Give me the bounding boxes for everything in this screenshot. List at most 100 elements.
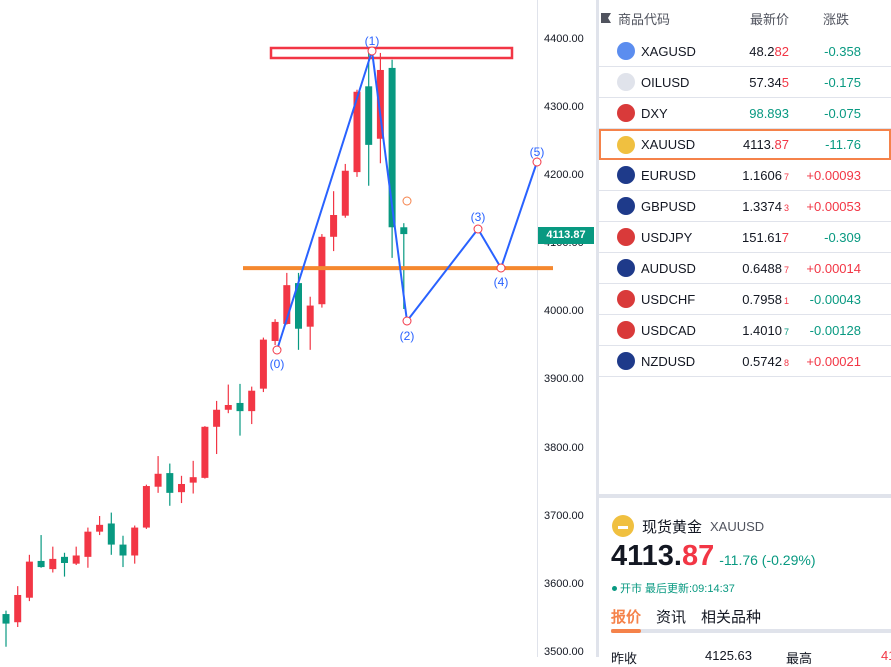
candle-body — [400, 227, 407, 234]
eu-flag-icon — [617, 166, 635, 184]
gold-icon: ▬ — [612, 515, 634, 537]
candle-body — [318, 237, 325, 304]
price-main: 1.1606 — [742, 168, 782, 183]
price-main: 57.34 — [749, 75, 782, 90]
ch-flag-icon — [617, 290, 635, 308]
watchlist-row-xauusd[interactable]: XAUUSD 4113.87 -11.76 — [599, 129, 891, 160]
row-symbol: USDJPY — [641, 230, 711, 245]
price-main: 48.2 — [749, 44, 774, 59]
flag-icon[interactable] — [601, 13, 611, 23]
tab-quote[interactable]: 报价 — [611, 606, 641, 627]
wave-point — [403, 317, 411, 325]
silver-icon — [617, 42, 635, 60]
watchlist-row-dxy[interactable]: DXY 98.893 -0.075 — [599, 98, 891, 129]
y-tick-label: 3600.00 — [544, 578, 584, 590]
row-change: -0.075 — [824, 106, 861, 121]
row-symbol: AUDUSD — [641, 261, 711, 276]
row-symbol: OILUSD — [641, 75, 711, 90]
watchlist-row-usdjpy[interactable]: USDJPY 151.617 -0.309 — [599, 222, 891, 253]
wave-point — [533, 158, 541, 166]
header-price[interactable]: 最新价 — [750, 9, 789, 28]
detail-price-main: 4113. — [611, 540, 682, 573]
resistance-box — [271, 48, 512, 58]
price-tail: 7 — [784, 265, 789, 275]
marker-point — [403, 197, 411, 205]
row-change: +0.00053 — [806, 199, 861, 214]
candle-body — [201, 427, 208, 478]
candle-body — [108, 523, 115, 544]
wave-point — [497, 264, 505, 272]
y-tick-label: 4200.00 — [544, 169, 584, 181]
watchlist-header: 商品代码 最新价 涨跌 — [599, 0, 891, 36]
candlestick-chart[interactable]: (0)(1)(2)(3)(4)(5) — [0, 0, 596, 657]
row-price: 4113.87 — [743, 137, 789, 152]
candle-body — [120, 545, 127, 556]
candle-body — [307, 306, 314, 327]
candle-body — [3, 614, 10, 624]
row-symbol: XAGUSD — [641, 44, 711, 59]
wave-point — [474, 225, 482, 233]
ca-flag-icon — [617, 321, 635, 339]
header-change[interactable]: 涨跌 — [811, 9, 861, 28]
prev-close-label: 昨收 — [611, 651, 637, 666]
detail-price-tail: 87 — [682, 540, 714, 573]
row-change: -0.358 — [824, 44, 861, 59]
candle-body — [225, 405, 232, 410]
row-price: 98.893 — [749, 106, 789, 121]
watchlist-row-xagusd[interactable]: XAGUSD 48.282 -0.358 — [599, 36, 891, 67]
wave-point — [273, 346, 281, 354]
market-status: 开市 — [620, 580, 642, 596]
price-main: 0.6488 — [742, 261, 782, 276]
candle-body — [260, 340, 267, 389]
jp-flag-icon — [617, 228, 635, 246]
candle-body — [342, 171, 349, 216]
header-symbol[interactable]: 商品代码 — [618, 9, 670, 28]
y-tick-label: 4300.00 — [544, 101, 584, 113]
y-tick-label: 3800.00 — [544, 442, 584, 454]
wave-point — [368, 47, 376, 55]
high-label: 最高 — [786, 648, 812, 667]
wave-label: (2) — [400, 329, 415, 343]
price-tail: 1 — [784, 296, 789, 306]
detail-change: -11.76 (-0.29%) — [719, 552, 815, 568]
detail-name: 现货黄金 — [642, 516, 702, 537]
row-symbol: GBPUSD — [641, 199, 711, 214]
wave-label: (5) — [530, 145, 545, 159]
tab-news[interactable]: 资讯 — [656, 606, 686, 627]
row-change: -0.00043 — [810, 292, 861, 307]
price-tail: 8 — [784, 358, 789, 368]
price-tail: 82 — [775, 44, 789, 59]
symbol-detail: ▬ 现货黄金 XAUUSD 4113. 87 -11.76 (-0.29%) 开… — [599, 498, 891, 657]
candle-body — [272, 322, 279, 341]
candle-body — [330, 215, 337, 237]
price-main: 1.4010 — [742, 323, 782, 338]
price-main: 0.5742 — [742, 354, 782, 369]
candle-body — [84, 532, 91, 557]
oil-icon — [617, 73, 635, 91]
candle-body — [96, 525, 103, 532]
current-price-label: 4113.87 — [538, 227, 594, 244]
candle-body — [365, 86, 372, 145]
tab-related[interactable]: 相关品种 — [701, 606, 761, 627]
price-main: 98.893 — [749, 106, 789, 121]
row-change: -0.00128 — [810, 323, 861, 338]
watchlist-row-oilusd[interactable]: OILUSD 57.345 -0.175 — [599, 67, 891, 98]
price-tail: 3 — [784, 203, 789, 213]
candle-body — [166, 473, 173, 493]
us-flag-icon — [617, 104, 635, 122]
row-symbol: NZDUSD — [641, 354, 711, 369]
row-change: +0.00093 — [806, 168, 861, 183]
row-symbol: XAUUSD — [641, 137, 711, 152]
candle-body — [155, 474, 162, 487]
last-updated: 最后更新:09:14:37 — [645, 580, 735, 596]
tab-indicator — [611, 629, 641, 633]
